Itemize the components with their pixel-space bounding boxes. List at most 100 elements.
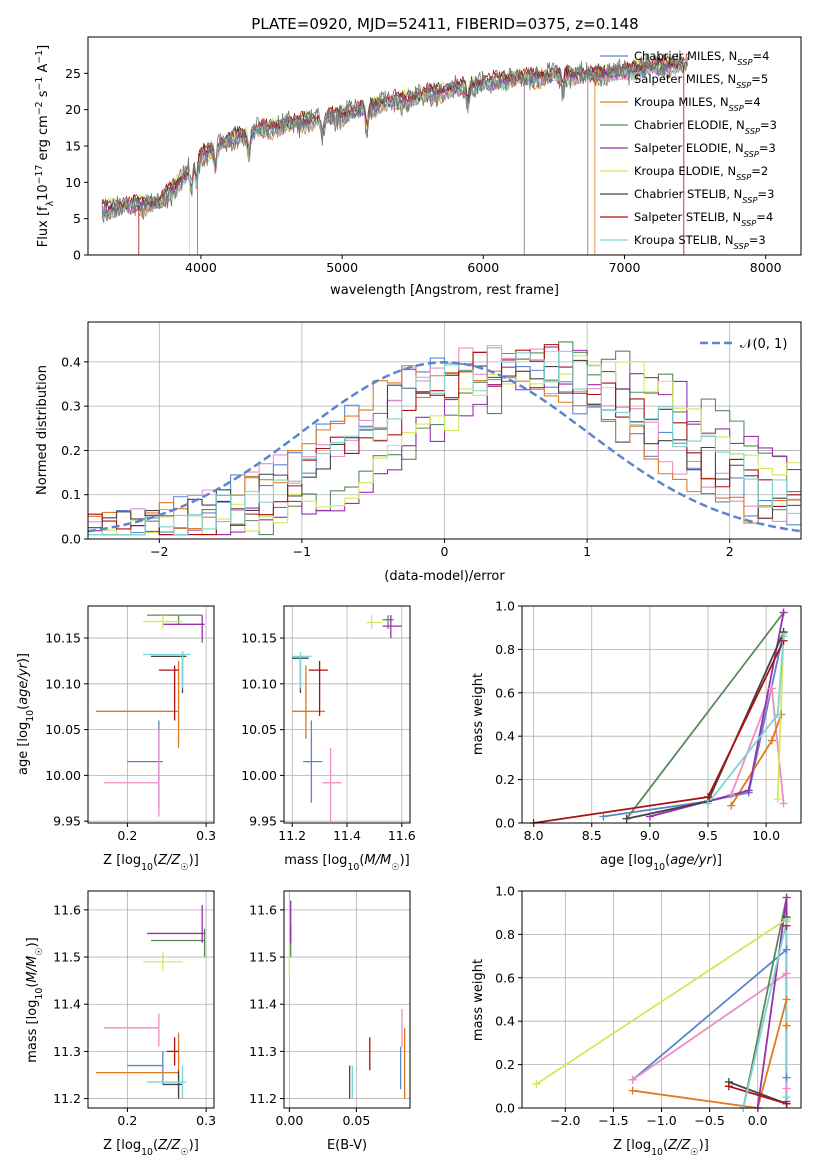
legend-label-kroupa_miles: Kroupa MILES, NSSP=4 [634, 95, 761, 113]
tick-label-y: 0.2 [61, 443, 81, 458]
normal-reference-curve [88, 361, 801, 533]
marker-salpeter_elodie [782, 893, 791, 902]
tick-label-x: 11.4 [333, 828, 361, 843]
tick-label-y: 11.4 [249, 997, 277, 1012]
legend-label-chabrier_stelib: Chabrier STELIB, NSSP=3 [634, 187, 774, 205]
tick-label-y: 11.6 [53, 902, 81, 917]
tick-label-y: 0.8 [495, 927, 515, 942]
axes-frame [87, 605, 215, 824]
tick-label-y: 10.00 [45, 768, 81, 783]
tick-label-y: 0.6 [495, 685, 515, 700]
tick-label-y: 0.3 [61, 399, 81, 414]
line-chabrier_miles [603, 631, 785, 818]
axes-spectrum: 4000 5000 6000 7000 8000 0 5 10 15 20 25 wavelength… [34, 36, 802, 298]
histogram-salpeter_elodie [88, 346, 801, 536]
tick-label-x: 0 [441, 544, 449, 559]
axes-frame [521, 890, 802, 1109]
marker-salpeter_elodie [779, 608, 788, 617]
x-axis-label: Z [log10(Z/Z☉)] [613, 1138, 709, 1158]
plot-area [95, 614, 205, 817]
tick-label-y: 10.00 [241, 768, 277, 783]
axes-residuals: −2 −1 0 1 2 0.0 0.1 0.2 0.3 0.4 (data-model)/error… [35, 321, 802, 584]
plot-area [88, 341, 801, 536]
tick-label-x: 2 [726, 544, 734, 559]
legend-label-chabrier_miles: Chabrier MILES, NSSP=4 [634, 49, 769, 67]
tick-label-y: 0.2 [495, 772, 515, 787]
axes-frame [283, 890, 411, 1109]
y-axis-label: mass weight [471, 959, 486, 1041]
tick-label-x: −1 [293, 544, 311, 559]
legend-label-salpeter_elodie: Salpeter ELODIE, NSSP=3 [634, 141, 776, 159]
tick-label-y: 11.5 [249, 950, 277, 965]
tick-label-y: 25 [65, 66, 81, 81]
tick-label-y: 11.5 [53, 950, 81, 965]
marker-kroupa_stelib [773, 710, 782, 719]
marker-chabrier_stelib [622, 814, 631, 823]
marker-kroupa_elodie [532, 1080, 541, 1089]
tick-label-y: 0.4 [61, 354, 81, 369]
tick-label-y: 10.05 [241, 722, 277, 737]
tick-label-x: 6000 [467, 260, 499, 275]
tick-label-x: −0.5 [694, 1113, 724, 1128]
axes-frame [521, 605, 802, 824]
tick-label-y: 15 [65, 139, 81, 154]
tick-label-x: 0.2 [117, 1113, 137, 1128]
tick-label-y: 0.6 [495, 970, 515, 985]
plot-layer: 4000 5000 6000 7000 80000510152025wavelength… [16, 36, 802, 1158]
tick-label-y: 11.3 [53, 1044, 81, 1059]
tick-label-y: 1.0 [495, 884, 515, 899]
tick-label-y: 5 [73, 211, 81, 226]
y-axis-label: Flux [fλ10−17 erg cm−2 s−1 A−1] [34, 45, 56, 247]
tick-label-x: 8.5 [582, 828, 602, 843]
plot-area [292, 615, 402, 822]
marker-kroupa_stelib [704, 799, 712, 808]
tick-label-x: 7000 [609, 260, 641, 275]
line-salpeter_elodie [649, 612, 785, 818]
y-axis-label: Normed distribution [35, 365, 50, 495]
line-salpeter_stelib [533, 640, 785, 823]
legend-label-salpeter_stelib: Salpeter STELIB, NSSP=4 [634, 210, 773, 228]
y-axis-label: age [log10(age/yr)] [16, 653, 36, 775]
figure-title: PLATE=0920, MJD=52411, FIBERID=0375, z=0… [251, 15, 638, 33]
x-axis-label: Z [log10(Z/Z☉)] [103, 853, 199, 873]
x-axis-label: Z [log10(Z/Z☉)] [103, 1138, 199, 1158]
axes-mass_weight_vs_Z: −2.0 −1.5 −1.0 −0.5 0.0 0.0 0.2 0.4 0.6 0.8 1.0 Z [… [471, 884, 802, 1158]
legend-label-kroupa_elodie: Kroupa ELODIE, NSSP=2 [634, 164, 768, 182]
tick-label-x: 0.0 [748, 1113, 768, 1128]
plot-area [288, 900, 406, 1099]
marker-kroupa_stelib [779, 632, 788, 641]
marker-chabrier_miles [782, 945, 791, 954]
tick-label-y: 10.10 [45, 676, 81, 691]
tick-label-y: 0.2 [495, 1057, 515, 1072]
marker-kroupa_miles [628, 1086, 637, 1095]
tick-label-y: 10 [65, 175, 81, 190]
marker-salpeter_miles [767, 684, 776, 693]
axes-mass_vs_Z: 0.2 0.3 11.2 11.3 11.4 11.5 11.6 Z [log10(Z/Z☉)… [25, 890, 216, 1158]
x-axis-label: (data-model)/error [384, 569, 505, 584]
plot-area [101, 50, 688, 255]
tick-label-x: 10.0 [752, 828, 780, 843]
data-spectrum-line [101, 50, 688, 224]
tick-label-x: −1.0 [646, 1113, 676, 1128]
plot-area [533, 611, 785, 823]
tick-label-x: 0.00 [275, 1113, 303, 1128]
tick-label-x: −1.5 [598, 1113, 628, 1128]
marker-kroupa_miles [782, 995, 791, 1004]
tick-label-y: 11.2 [249, 1091, 277, 1106]
axes-age_vs_Z: 0.2 0.3 9.95 10.00 10.05 10.10 10.15 Z [log10(Z… [16, 605, 216, 873]
tick-label-x: 0.2 [117, 828, 137, 843]
tick-label-y: 11.2 [53, 1091, 81, 1106]
legend-label-salpeter_miles: Salpeter MILES, NSSP=5 [634, 72, 768, 90]
marker-chabrier_miles [782, 1073, 791, 1082]
tick-label-y: 11.4 [53, 997, 81, 1012]
tick-label-y: 0.4 [495, 729, 515, 744]
tick-label-x: 0.05 [342, 1113, 370, 1128]
marker-salpeter_elodie [744, 786, 753, 795]
axes-mass_vs_ebv: 0.00 0.05 11.2 11.3 11.4 11.5 11.6 E(B-V) [249, 890, 411, 1153]
y-axis-label: mass weight [471, 673, 486, 755]
tick-label-y: 1.0 [495, 599, 515, 614]
tick-label-x: 5000 [326, 260, 358, 275]
marker-kroupa_elodie [773, 795, 782, 804]
y-axis-label: mass [log10(M/M☉)] [25, 937, 45, 1063]
